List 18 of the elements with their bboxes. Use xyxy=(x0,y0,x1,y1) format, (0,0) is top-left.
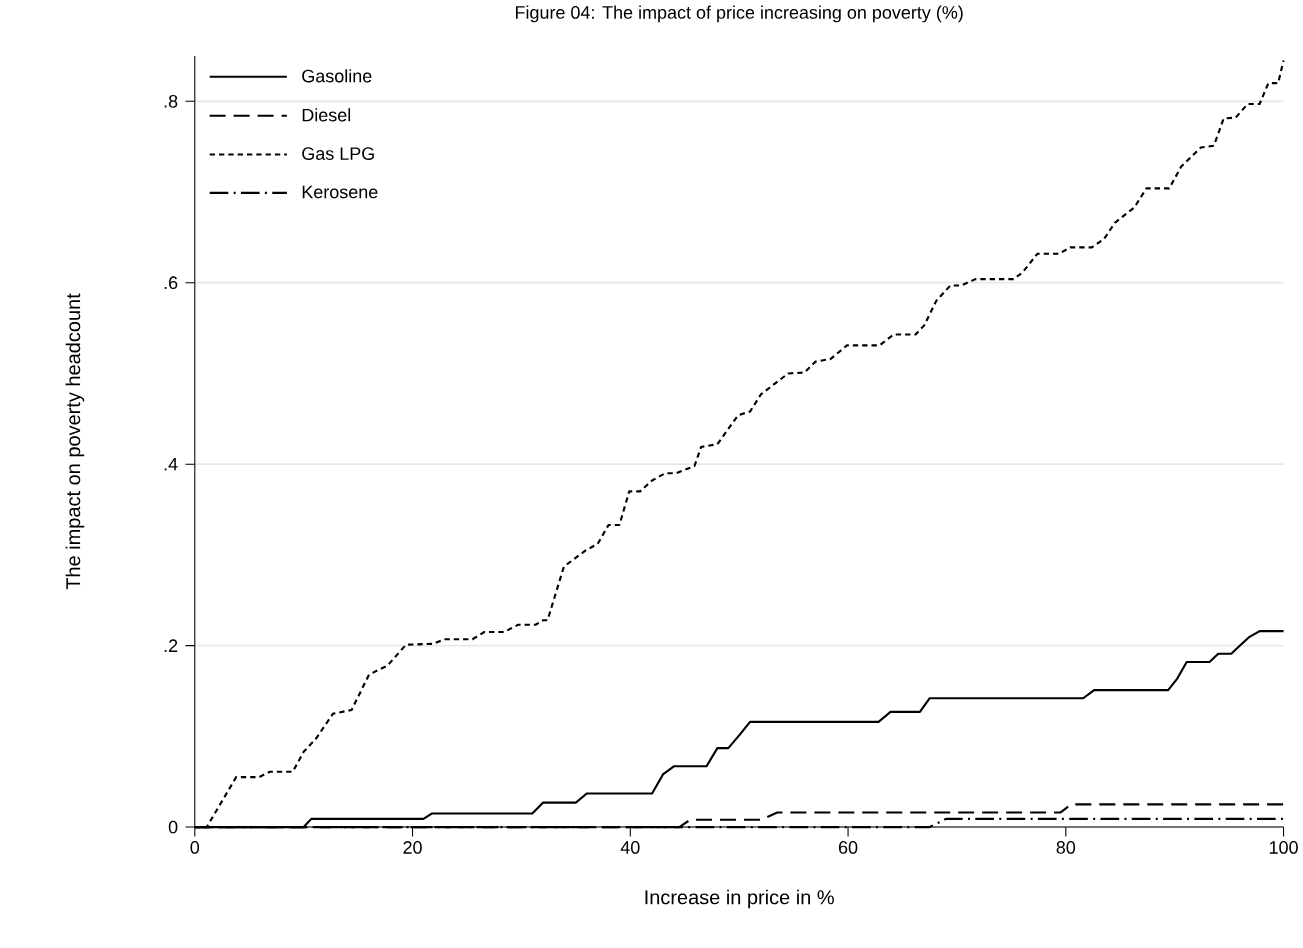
x-tick-label: 40 xyxy=(620,841,640,854)
chart-title: Figure 04: The impact of price increasing on poverty (%) xyxy=(515,5,963,23)
y-tick-label: .2 xyxy=(164,639,178,652)
y-tick-label: .6 xyxy=(164,276,178,290)
x-tick-label: 100 xyxy=(1269,841,1298,854)
y-tick-label: .8 xyxy=(164,94,178,108)
x-tick-label: 0 xyxy=(190,841,200,854)
y-axis-title: The impact on poverty headcount xyxy=(65,293,85,590)
legend-label: Gasoline xyxy=(302,69,372,83)
x-tick-label: 60 xyxy=(838,841,858,854)
y-tick-label: 0 xyxy=(168,820,178,834)
x-axis-title: Increase in price in % xyxy=(645,889,834,909)
legend-label: Gas LPG xyxy=(302,147,374,160)
legend-label: Kerosene xyxy=(302,185,378,199)
x-tick-label: 80 xyxy=(1056,841,1076,854)
legend-label: Diesel xyxy=(302,108,351,122)
x-tick-label: 20 xyxy=(403,841,422,854)
y-tick-label: .4 xyxy=(164,458,178,471)
